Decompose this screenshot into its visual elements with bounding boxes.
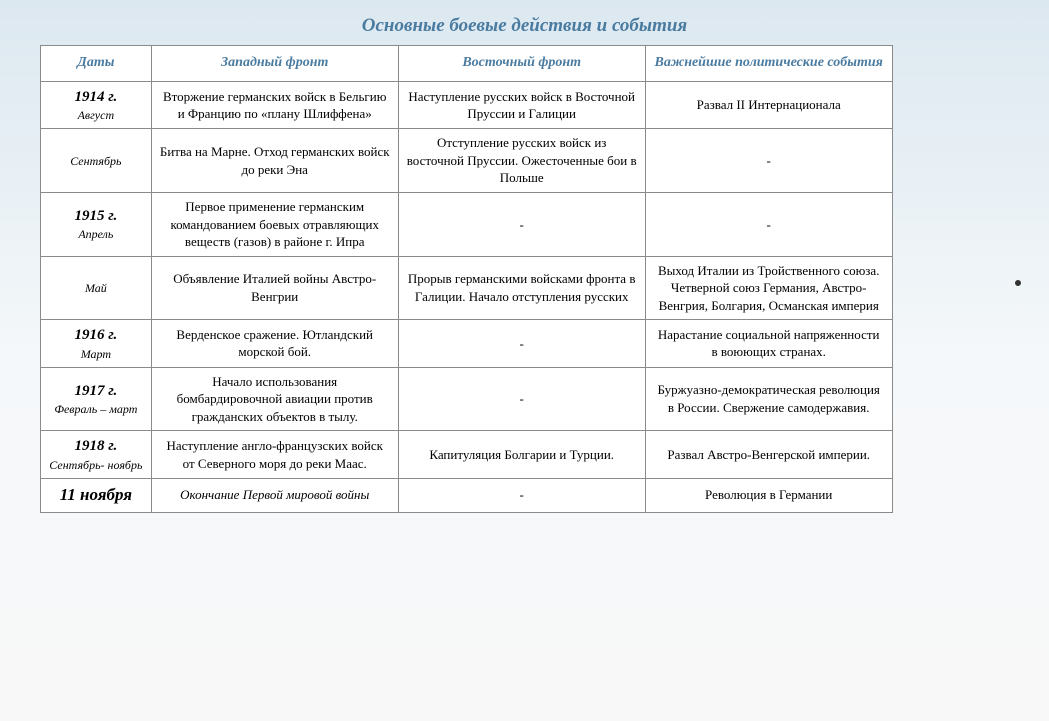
table-row: 1918 г. Сентябрь- ноябрь Наступление анг…	[41, 431, 893, 478]
date-month: Апрель	[49, 226, 143, 242]
cell-political: Революция в Германии	[645, 478, 892, 512]
cell-east: Наступление русских войск в Восточной Пр…	[398, 81, 645, 128]
cell-east: Прорыв германскими войсками фронта в Гал…	[398, 256, 645, 320]
cell-date: 1918 г. Сентябрь- ноябрь	[41, 431, 152, 478]
date-month: Сентябрь	[49, 153, 143, 169]
cell-east: -	[398, 367, 645, 431]
date-year: 1917 г.	[49, 381, 143, 401]
date-month: Август	[49, 107, 143, 123]
date-month: Март	[49, 346, 143, 362]
cell-political: Нарастание социальной напряженности в во…	[645, 320, 892, 367]
cell-political: Развал II Интернационала	[645, 81, 892, 128]
date-month: Сентябрь- ноябрь	[49, 457, 143, 473]
cell-west: Объявление Италией войны Австро-Венгрии	[151, 256, 398, 320]
cell-political: -	[645, 129, 892, 193]
cell-political: -	[645, 192, 892, 256]
cell-date: 1914 г. Август	[41, 81, 152, 128]
date-year: 1915 г.	[49, 206, 143, 226]
cell-east: Отступление русских войск из восточной П…	[398, 129, 645, 193]
cell-east: -	[398, 320, 645, 367]
cell-east: -	[398, 478, 645, 512]
cell-political: Буржуазно-демократическая революция в Ро…	[645, 367, 892, 431]
cell-west: Вторжение германских войск в Бельгию и Ф…	[151, 81, 398, 128]
table-row: 11 ноября Окончание Первой мировой войны…	[41, 478, 893, 512]
cell-west: Верденское сражение. Ютландский морской …	[151, 320, 398, 367]
date-year: 1914 г.	[49, 87, 143, 107]
page-title: Основные боевые действия и события	[40, 15, 1009, 37]
date-month: Май	[49, 280, 143, 296]
events-table: Даты Западный фронт Восточный фронт Важн…	[40, 45, 893, 513]
cell-date: Май	[41, 256, 152, 320]
cell-west: Битва на Марне. Отход германских войск д…	[151, 129, 398, 193]
date-month: Февраль – март	[49, 401, 143, 417]
column-header-west: Западный фронт	[151, 46, 398, 82]
cell-date: Сентябрь	[41, 129, 152, 193]
table-row: 1915 г. Апрель Первое применение германс…	[41, 192, 893, 256]
table-row: 1914 г. Август Вторжение германских войс…	[41, 81, 893, 128]
cell-west: Первое применение германским командовани…	[151, 192, 398, 256]
column-header-east: Восточный фронт	[398, 46, 645, 82]
decorative-dot	[1015, 280, 1021, 286]
cell-political: Выход Италии из Тройственного союза. Чет…	[645, 256, 892, 320]
table-header-row: Даты Западный фронт Восточный фронт Важн…	[41, 46, 893, 82]
column-header-dates: Даты	[41, 46, 152, 82]
column-header-political: Важнейшие политические события	[645, 46, 892, 82]
table-row: 1917 г. Февраль – март Начало использова…	[41, 367, 893, 431]
cell-west: Начало использования бомбардировочной ав…	[151, 367, 398, 431]
cell-date: 1916 г. Март	[41, 320, 152, 367]
cell-east: -	[398, 192, 645, 256]
cell-west: Наступление англо-французских войск от С…	[151, 431, 398, 478]
cell-east: Капитуляция Болгарии и Турции.	[398, 431, 645, 478]
cell-west: Окончание Первой мировой войны	[151, 478, 398, 512]
cell-political: Развал Австро-Венгерской империи.	[645, 431, 892, 478]
cell-date: 1915 г. Апрель	[41, 192, 152, 256]
table-row: 1916 г. Март Верденское сражение. Ютланд…	[41, 320, 893, 367]
table-row: Сентябрь Битва на Марне. Отход германски…	[41, 129, 893, 193]
table-row: Май Объявление Италией войны Австро-Венг…	[41, 256, 893, 320]
cell-date: 1917 г. Февраль – март	[41, 367, 152, 431]
date-final: 11 ноября	[60, 485, 132, 504]
date-year: 1918 г.	[49, 436, 143, 456]
date-year: 1916 г.	[49, 325, 143, 345]
cell-date: 11 ноября	[41, 478, 152, 512]
